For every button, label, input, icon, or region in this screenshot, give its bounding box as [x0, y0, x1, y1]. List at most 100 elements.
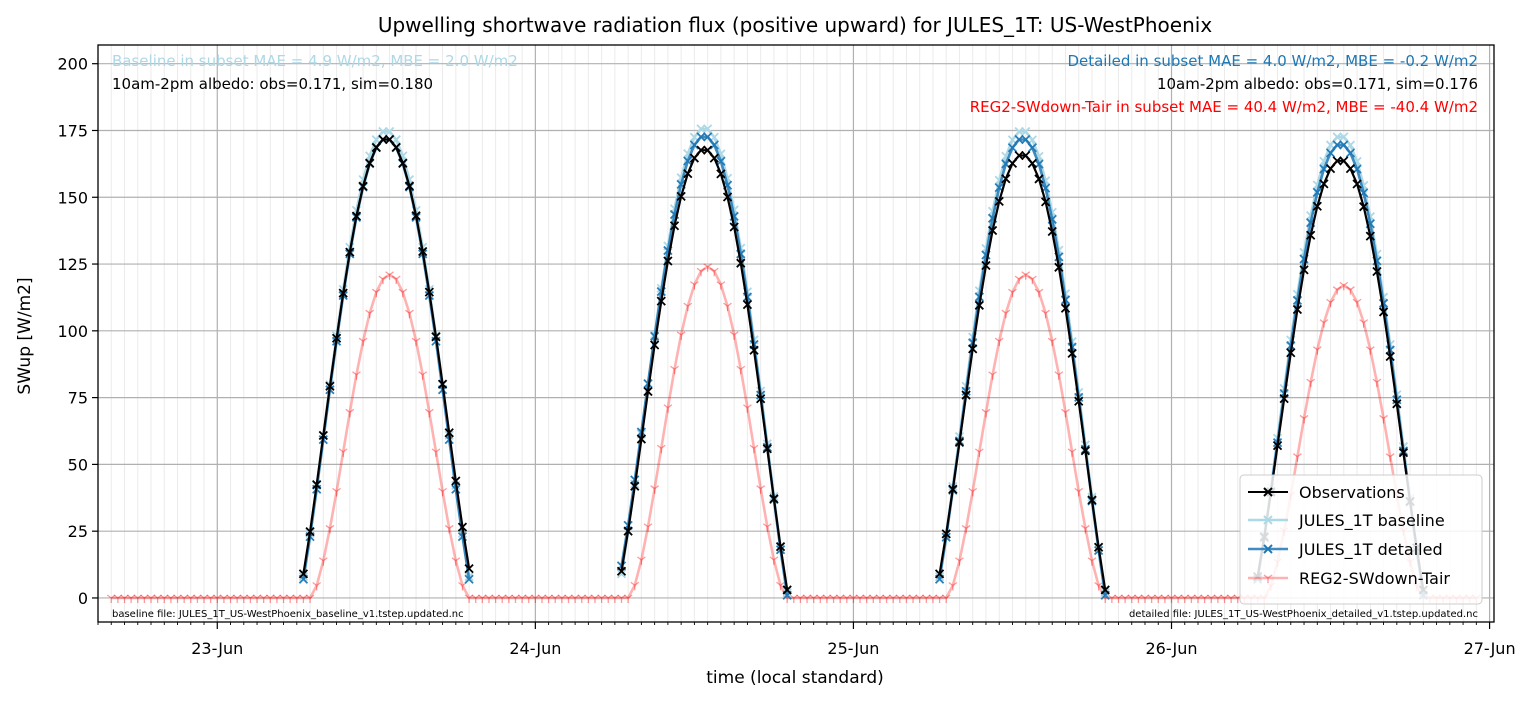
legend-entry-baseline: JULES_1T baseline — [1248, 511, 1445, 531]
data-point — [332, 487, 341, 497]
data-point — [1114, 594, 1123, 603]
data-point — [305, 594, 315, 603]
data-point — [1074, 396, 1084, 406]
x-tick-label: 27-Jun — [1464, 639, 1516, 658]
y-tick-label: 150 — [57, 188, 88, 207]
data-point — [1326, 298, 1335, 308]
data-point — [1286, 348, 1296, 358]
data-point — [981, 408, 991, 418]
data-point — [1187, 594, 1196, 603]
data-point — [524, 594, 534, 603]
data-point — [1332, 156, 1342, 166]
data-point — [1286, 340, 1296, 351]
data-point — [1378, 307, 1389, 317]
data-point — [676, 331, 686, 340]
data-point — [113, 594, 123, 603]
data-point — [451, 557, 461, 566]
data-point — [1312, 201, 1322, 211]
data-point — [683, 302, 693, 312]
data-point — [1167, 594, 1176, 603]
data-point — [855, 594, 865, 603]
data-point — [557, 594, 567, 603]
data-point — [325, 381, 335, 391]
data-point — [292, 594, 302, 603]
data-point — [948, 582, 958, 591]
data-point — [186, 594, 196, 603]
data-point — [736, 258, 746, 268]
data-point — [246, 594, 255, 603]
data-point — [1014, 134, 1024, 145]
data-point — [1206, 594, 1216, 603]
data-point — [371, 142, 381, 153]
data-point — [391, 142, 401, 153]
data-point — [1365, 231, 1375, 241]
data-point — [1292, 304, 1303, 315]
data-point — [146, 594, 156, 603]
data-point — [703, 145, 713, 155]
data-point — [212, 594, 222, 603]
data-point — [1365, 346, 1375, 355]
data-point — [378, 126, 388, 137]
data-point — [1160, 594, 1170, 603]
data-point — [405, 309, 414, 319]
data-point — [696, 132, 706, 142]
data-point — [1054, 262, 1064, 272]
data-point — [431, 332, 441, 342]
data-point — [1061, 408, 1070, 418]
data-point — [762, 523, 772, 532]
data-point — [968, 487, 978, 497]
data-point — [769, 556, 779, 565]
data-point — [1226, 594, 1236, 603]
data-point — [312, 582, 322, 591]
data-point — [338, 288, 348, 298]
data-point — [756, 394, 766, 404]
detailed-albedo-annotation: 10am-2pm albedo: obs=0.171, sim=0.176 — [1157, 75, 1478, 93]
data-point — [378, 134, 388, 145]
data-point — [935, 594, 944, 603]
y-tick-label: 75 — [68, 389, 88, 408]
data-point — [954, 437, 965, 447]
data-point — [504, 594, 514, 603]
data-point — [265, 594, 275, 603]
data-point — [199, 594, 209, 603]
x-tick-label: 23-Jun — [191, 639, 243, 658]
series-line — [302, 138, 471, 575]
data-point — [809, 594, 819, 603]
data-point — [709, 267, 719, 277]
data-point — [941, 594, 951, 603]
data-point — [849, 594, 858, 603]
data-point — [457, 522, 468, 532]
data-point — [438, 487, 447, 497]
legend-label-detailed: JULES_1T detailed — [1298, 540, 1443, 560]
data-point — [226, 594, 235, 603]
data-point — [371, 288, 381, 298]
data-point — [1040, 197, 1051, 207]
data-point — [259, 594, 269, 603]
data-point — [709, 140, 719, 150]
data-point — [915, 594, 925, 603]
data-point — [365, 309, 375, 319]
data-point — [537, 594, 547, 603]
data-point — [193, 594, 202, 603]
data-point — [451, 476, 461, 486]
data-point — [570, 594, 580, 603]
data-point — [1027, 143, 1037, 153]
data-point — [756, 485, 766, 494]
data-point — [1346, 286, 1355, 295]
data-point — [173, 594, 182, 603]
data-point — [689, 140, 700, 150]
y-tick-label: 100 — [57, 322, 88, 341]
data-point — [1047, 226, 1057, 237]
data-point — [1299, 414, 1309, 424]
data-point — [683, 156, 693, 166]
data-point — [1014, 126, 1024, 137]
data-point — [994, 196, 1004, 206]
data-point — [829, 594, 838, 603]
data-point — [219, 594, 229, 603]
y-tick-label: 50 — [68, 455, 88, 474]
data-point — [239, 594, 249, 603]
data-point — [1372, 378, 1382, 388]
data-point — [1385, 351, 1395, 362]
data-point — [941, 529, 951, 539]
data-point — [550, 594, 560, 603]
